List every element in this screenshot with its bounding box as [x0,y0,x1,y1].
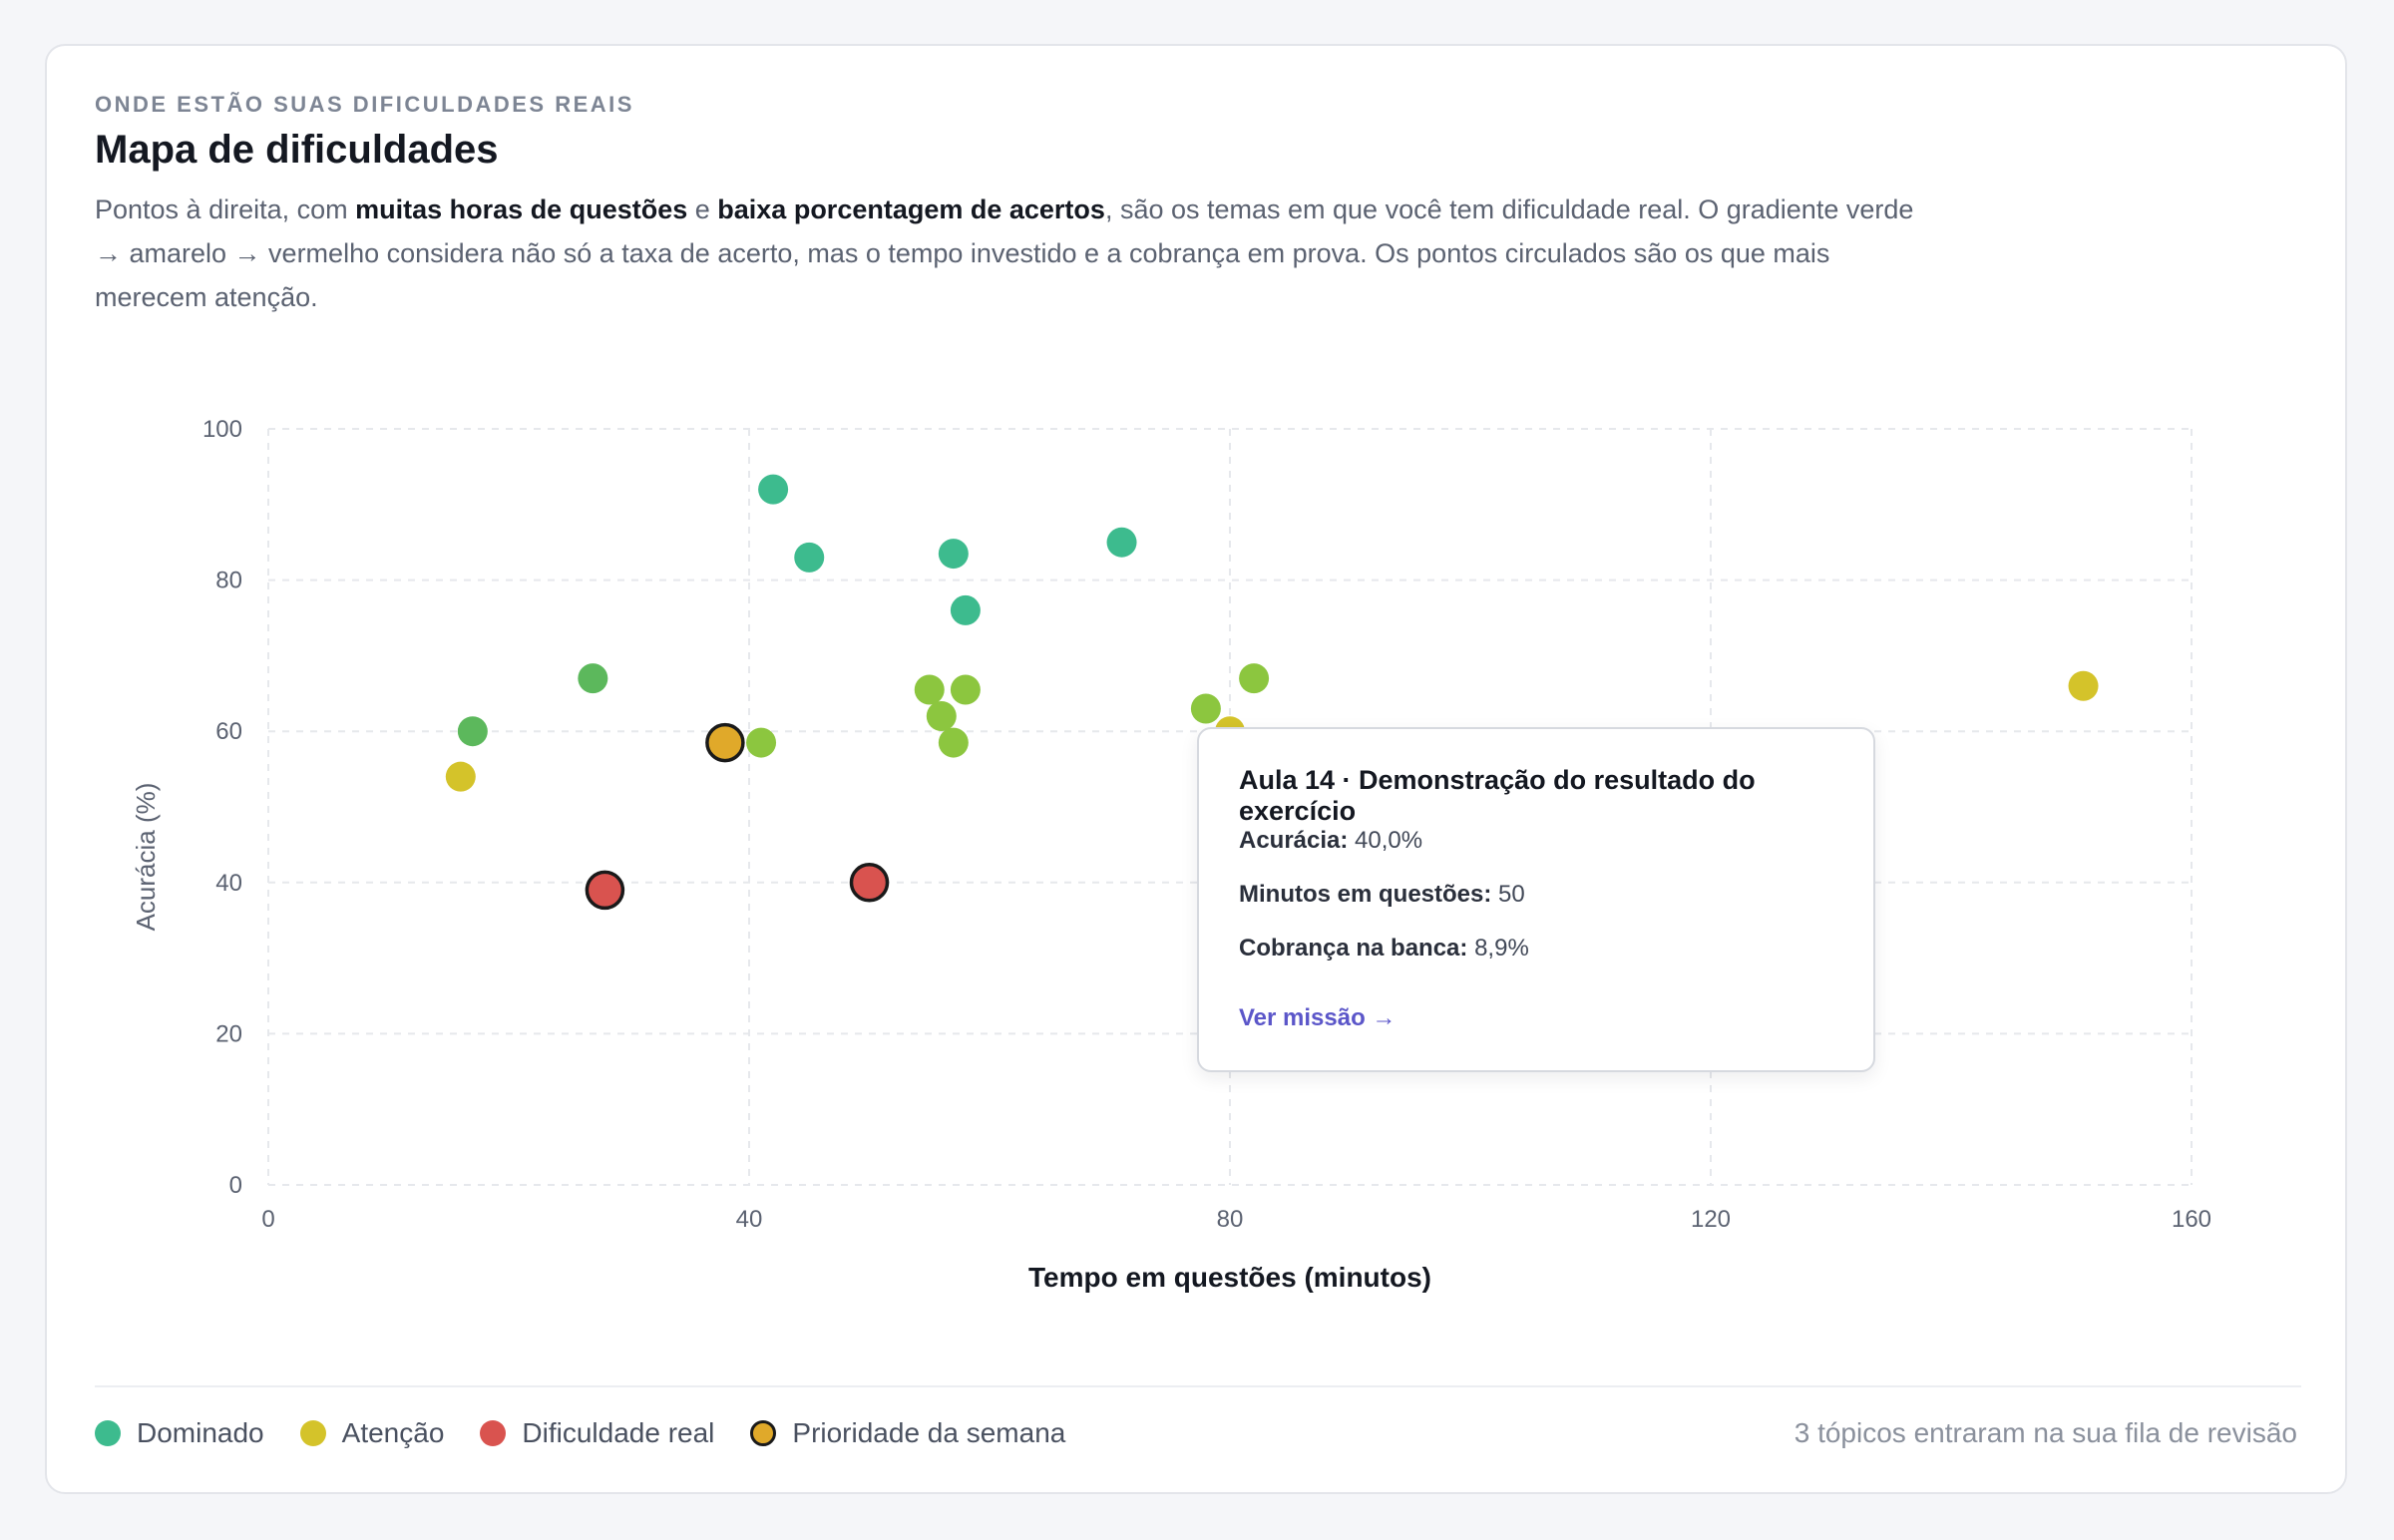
data-point [926,701,957,732]
priority-data-point [585,870,625,911]
x-axis-title: Tempo em questões (minutos) [1028,1262,1431,1293]
tooltip-accuracy-value: 40,0% [1348,827,1423,854]
data-point [914,674,945,705]
divider [95,1385,2301,1387]
data-point [938,727,969,758]
legend-item-dificuldade-real: Dificuldade real [480,1417,714,1449]
desc-text-2: e [687,194,718,224]
desc-bold-1: muitas horas de questões [355,194,688,224]
page-title: Mapa de dificuldades [95,128,499,172]
scatter-chart: 0 20 40 60 80 100 0 40 80 120 160 Tempo em questões… [131,416,2211,1293]
tooltip-minutes-label: Minutos em questões: [1239,881,1492,908]
data-point [445,761,476,792]
legend-swatch [750,1420,777,1446]
data-point [457,716,488,747]
tooltip-minutes-value: 50 [1491,881,1525,908]
y-tick-label: 20 [215,1020,242,1047]
data-point [578,663,608,694]
legend-swatch [299,1420,326,1446]
y-axis-title: Acurácia (%) [131,783,161,932]
data-point [938,539,969,570]
data-point [746,727,777,758]
y-tick-label: 100 [202,416,242,443]
legend-item-prioridade: Prioridade da semana [750,1417,1065,1449]
desc-text-1: Pontos à direita, com [95,194,356,224]
legend-label: Atenção [341,1417,445,1448]
data-point [1106,527,1137,558]
data-point [950,594,981,625]
review-queue-note: 3 tópicos entraram na sua fila de revisã… [1794,1417,2297,1448]
y-tick-label: 40 [215,870,242,897]
tooltip-title: Aula 14 · Demonstração do resultado do e… [1239,765,1756,826]
priority-data-point [705,722,745,763]
legend-label: Dificuldade real [522,1417,715,1448]
tooltip-bank-label: Cobrança na banca: [1239,935,1468,962]
view-mission-link[interactable]: Ver missão → [1239,1004,1396,1031]
description: Pontos à direita, com muitas horas de qu… [95,188,1920,319]
difficulty-map-card: ONDE ESTÃO SUAS DIFICULDADES REAIS Mapa … [45,44,2347,1494]
data-point [794,542,825,573]
y-tick-label: 60 [215,718,242,745]
x-tick-label: 40 [736,1206,763,1233]
y-tick-label: 80 [215,568,242,594]
data-point [1239,663,1270,694]
tooltip-bank-value: 8,9% [1467,935,1529,962]
point-tooltip: Aula 14 · Demonstração do resultado do e… [1197,727,1875,1072]
legend-label: Prioridade da semana [792,1417,1066,1448]
x-tick-label: 80 [1217,1206,1244,1233]
x-tick-label: 160 [2172,1206,2211,1233]
priority-data-point [849,863,890,903]
legend-item-dominado: Dominado [95,1417,264,1449]
data-point [2068,670,2099,701]
data-point [758,474,789,505]
tooltip-accuracy: Acurácia: 40,0% [1239,827,1422,855]
tooltip-bank: Cobrança na banca: 8,9% [1239,935,1529,962]
x-tick-label: 120 [1691,1206,1731,1233]
x-tick-label: 0 [261,1206,274,1233]
data-point [1190,693,1221,724]
legend: Dominado Atenção Dificuldade real Priori… [95,1417,1101,1449]
data-point [950,674,981,705]
tooltip-accuracy-label: Acurácia: [1239,827,1349,854]
desc-text-3: , são os temas em que você tem dificulda… [95,194,1914,312]
legend-item-atencao: Atenção [299,1417,445,1449]
tooltip-minutes: Minutos em questões: 50 [1239,881,1525,909]
desc-bold-2: baixa porcentagem de acertos [717,194,1105,224]
section-eyebrow: ONDE ESTÃO SUAS DIFICULDADES REAIS [95,92,634,117]
legend-swatch [95,1420,121,1446]
legend-label: Dominado [137,1417,264,1448]
legend-swatch [480,1420,507,1446]
y-tick-label: 0 [229,1172,242,1199]
